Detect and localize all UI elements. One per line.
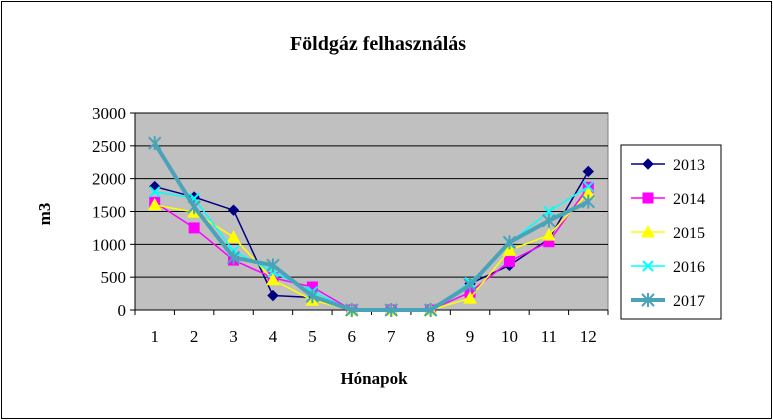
legend-marker [641,293,655,307]
y-tick-label: 0 [118,301,127,320]
x-tick-label: 7 [387,327,396,346]
data-point-2015 [542,228,556,241]
legend-marker [642,158,654,170]
y-tick-label: 1500 [92,203,126,222]
data-point-2015 [463,291,477,304]
data-point-2017 [423,303,438,317]
data-point-2015 [226,230,241,243]
legend-marker [641,224,655,238]
series-line-2017 [153,142,590,312]
x-axis-label: Hónapok [340,369,408,388]
data-point-2014 [503,255,515,267]
legend-marker [642,192,654,204]
y-tick-label: 1000 [92,235,126,254]
data-point-2017 [502,235,517,250]
data-point-2017 [305,289,320,304]
data-point-2017 [542,213,556,228]
y-tick-label: 2000 [92,170,126,189]
data-point-2017 [463,278,477,293]
chart-title: Földgáz felhasználás [290,33,466,55]
data-point-2013 [582,165,594,178]
legend-label: 2017 [673,293,705,310]
y-tick-label: 3000 [92,104,126,123]
legend-label: 2013 [673,157,705,174]
data-point-2015 [502,243,517,256]
data-point-2013 [267,289,279,302]
data-point-2017 [266,258,280,273]
y-tick-label: 2500 [92,137,126,156]
data-point-2017 [187,199,201,214]
data-point-2017 [148,136,162,151]
data-point-2015 [266,272,280,286]
x-tick-label: 12 [580,327,597,346]
data-point-2017 [345,303,359,317]
y-tick-label: 500 [101,268,127,287]
legend: 2013 2014 2015 2016 2017 [620,144,722,320]
x-tick-label: 4 [269,327,278,346]
legend-label: 2016 [673,259,705,276]
x-tick-label: 10 [501,327,518,346]
data-point-2013 [227,204,240,216]
x-tick-label: 6 [348,327,357,346]
data-point-2016 [543,205,555,218]
data-point-2017 [226,250,241,265]
legend-label: 2014 [673,191,705,208]
legend-marker [642,260,654,272]
series-2017 [148,136,595,317]
legend-item-2014: 2014 [631,191,705,208]
legend-item-2013: 2013 [631,157,705,174]
x-tick-label: 3 [229,327,238,346]
data-point-2016 [582,180,594,193]
x-tick-label: 1 [150,327,159,346]
legend-item-2016: 2016 [631,259,705,276]
data-point-2017 [384,303,398,317]
data-point-2015 [147,197,162,211]
x-tick-label: 11 [541,327,557,346]
x-tick-label: 5 [308,327,317,346]
legend-item-2015: 2015 [631,224,705,242]
x-tick-label: 2 [190,327,199,346]
data-point-2017 [581,194,595,209]
x-tick-label: 8 [426,327,435,346]
data-point-2016 [149,186,161,198]
y-axis-label: m3 [35,203,54,226]
legend-label: 2015 [673,225,705,242]
legend-item-2017: 2017 [631,293,705,310]
x-tick-label: 9 [466,327,475,346]
data-point-2014 [188,222,200,234]
